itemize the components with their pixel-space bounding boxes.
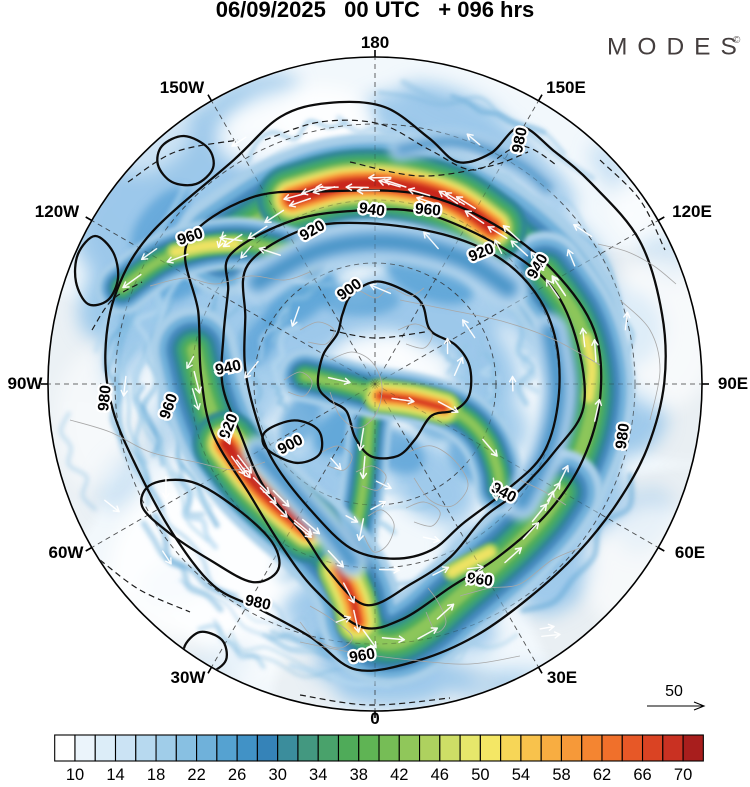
svg-text:30W: 30W bbox=[171, 668, 207, 687]
svg-text:60W: 60W bbox=[49, 543, 85, 562]
svg-text:120W: 120W bbox=[35, 202, 80, 221]
svg-text:940: 940 bbox=[358, 200, 386, 220]
svg-text:58: 58 bbox=[552, 766, 570, 782]
svg-text:46: 46 bbox=[431, 766, 449, 782]
svg-text:66: 66 bbox=[633, 766, 651, 782]
svg-text:150E: 150E bbox=[546, 78, 586, 97]
svg-text:30E: 30E bbox=[547, 668, 577, 687]
svg-text:980: 980 bbox=[613, 422, 633, 450]
svg-text:120E: 120E bbox=[672, 202, 712, 221]
svg-text:60E: 60E bbox=[675, 543, 705, 562]
svg-text:42: 42 bbox=[390, 766, 408, 782]
svg-text:MODES: MODES bbox=[607, 34, 747, 61]
svg-text:62: 62 bbox=[593, 766, 611, 782]
svg-text:50: 50 bbox=[665, 683, 683, 700]
svg-text:150W: 150W bbox=[160, 78, 205, 97]
svg-text:34: 34 bbox=[309, 766, 327, 782]
svg-text:180: 180 bbox=[361, 33, 389, 52]
svg-text:0: 0 bbox=[370, 709, 379, 728]
svg-text:960: 960 bbox=[414, 200, 441, 219]
svg-text:06/09/2025 00 UTC + 096 hr: 06/09/2025 00 UTC + 096 hrs bbox=[216, 0, 535, 22]
svg-text:70: 70 bbox=[674, 766, 692, 782]
svg-text:10: 10 bbox=[66, 766, 84, 782]
svg-text:14: 14 bbox=[106, 766, 124, 782]
svg-text:54: 54 bbox=[512, 766, 530, 782]
svg-text:980: 980 bbox=[95, 384, 115, 412]
svg-text:22: 22 bbox=[187, 766, 205, 782]
svg-text:18: 18 bbox=[147, 766, 165, 782]
svg-text:26: 26 bbox=[228, 766, 246, 782]
svg-text:©: © bbox=[733, 35, 741, 46]
svg-text:50: 50 bbox=[471, 766, 489, 782]
svg-text:90W: 90W bbox=[8, 374, 44, 393]
svg-text:38: 38 bbox=[350, 766, 368, 782]
svg-text:30: 30 bbox=[269, 766, 287, 782]
svg-text:90E: 90E bbox=[718, 374, 748, 393]
